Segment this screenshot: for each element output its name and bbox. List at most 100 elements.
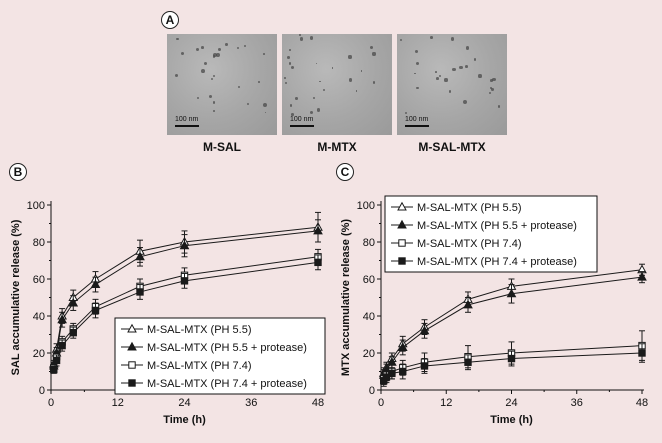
scale-bar — [405, 125, 429, 127]
particle — [237, 85, 241, 89]
particle — [435, 71, 437, 73]
data-point — [90, 279, 101, 289]
y-tick-label: 60 — [363, 274, 375, 286]
particle — [491, 88, 494, 91]
particle — [451, 67, 456, 72]
particle — [225, 43, 229, 46]
legend-label: M-SAL-MTX (PH 7.4) — [147, 360, 252, 372]
legend-item: M-SAL-MTX (PH 5.5 + protease) — [391, 219, 577, 232]
particle — [212, 101, 216, 104]
series-4 — [50, 254, 322, 374]
legend-swatch-marker — [128, 361, 136, 369]
legend-swatch-marker — [397, 201, 407, 211]
y-tick-label: 20 — [33, 348, 45, 360]
particle — [213, 110, 215, 113]
particle — [416, 86, 419, 90]
particle — [429, 35, 433, 39]
series-2 — [378, 271, 647, 382]
particle — [348, 78, 352, 82]
scale-bar — [175, 125, 199, 127]
particle — [203, 62, 207, 66]
particle — [196, 96, 200, 100]
particle — [399, 38, 403, 42]
data-point — [69, 328, 77, 337]
chart-c-mtx-release: 0 20 40 60 80 100 0 12 24 36 48 Time (h) MTX accumul… — [340, 195, 648, 426]
tem-caption-m-mtx: M-MTX — [317, 140, 357, 154]
particle — [236, 46, 239, 49]
scale-bar — [290, 125, 314, 127]
particle — [287, 56, 291, 60]
particle — [285, 82, 288, 85]
particle — [212, 55, 216, 58]
x-tick-label: 24 — [505, 397, 517, 409]
particle — [438, 74, 441, 77]
tem-image-m-mtx: 100 nm — [282, 34, 392, 135]
data-point — [420, 362, 429, 370]
particle — [369, 45, 374, 50]
particle — [246, 102, 249, 105]
particle — [291, 113, 294, 116]
particle — [459, 65, 464, 70]
particle — [315, 62, 318, 65]
legend-item: M-SAL-MTX (PH 7.4) — [391, 238, 522, 250]
panel-b-letter: B — [9, 163, 27, 181]
data-point — [464, 358, 472, 366]
particle — [263, 53, 266, 55]
particle — [309, 35, 314, 40]
legend-label: M-SAL-MTX (PH 7.4 + protease) — [417, 256, 577, 268]
particle — [478, 74, 482, 78]
data-point — [58, 341, 66, 350]
y-tick-label: 0 — [39, 385, 45, 397]
particle — [436, 77, 439, 80]
scale-bar-label: 100 nm — [405, 116, 429, 123]
particle — [210, 78, 213, 80]
legend-item: M-SAL-MTX (PH 7.4 + protease) — [391, 256, 577, 268]
panel-c-letter: C — [336, 163, 354, 181]
legend-label: M-SAL-MTX (PH 7.4) — [417, 238, 522, 250]
particle — [196, 47, 200, 51]
particle — [490, 86, 493, 89]
y-tick-label: 40 — [33, 311, 45, 323]
tem-image-m-sal-mtx: 100 nm — [397, 34, 507, 135]
particle — [331, 67, 334, 69]
particle — [444, 78, 448, 82]
particle — [201, 46, 205, 50]
particle — [319, 80, 321, 83]
x-tick-label: 0 — [378, 397, 384, 409]
data-point — [136, 288, 144, 296]
particle — [244, 44, 247, 47]
y-tick-label: 100 — [357, 200, 375, 212]
legend-box — [384, 195, 598, 273]
legend-label: M-SAL-MTX (PH 5.5) — [417, 202, 522, 214]
chart-b-sal-release: 0 20 40 60 80 100 0 12 24 36 48 Time (h) SAL accumul… — [10, 200, 326, 426]
data-point — [637, 271, 647, 281]
x-tick-label: 36 — [245, 397, 257, 409]
particle — [317, 108, 321, 112]
particle — [217, 48, 221, 51]
data-point — [179, 240, 190, 250]
data-point — [397, 342, 408, 351]
particle — [258, 81, 261, 83]
particle — [372, 52, 376, 56]
particle — [414, 50, 418, 54]
tem-caption-m-sal-mtx: M-SAL-MTX — [418, 140, 486, 154]
y-tick-label: 80 — [33, 237, 45, 249]
series-4 — [380, 343, 646, 387]
legend-item: M-SAL-MTX (PH 5.5) — [121, 323, 252, 336]
particle — [348, 55, 352, 59]
particle — [450, 36, 455, 41]
legend: M-SAL-MTX (PH 5.5) M-SAL-MTX (PH 5.5 + pr… — [114, 317, 326, 395]
particle — [264, 111, 267, 114]
particle — [497, 104, 501, 108]
x-tick-label: 0 — [48, 397, 54, 409]
x-tick-label: 24 — [178, 397, 190, 409]
x-tick-label: 12 — [440, 397, 452, 409]
particle — [284, 76, 286, 79]
y-axis-label: MTX accumulative release (%) — [340, 219, 352, 376]
x-axis-label: Time (h) — [490, 414, 533, 426]
particle — [208, 94, 212, 98]
data-point — [382, 373, 391, 381]
legend-swatch-marker — [397, 219, 407, 229]
particle — [448, 90, 452, 93]
particle — [288, 62, 292, 66]
